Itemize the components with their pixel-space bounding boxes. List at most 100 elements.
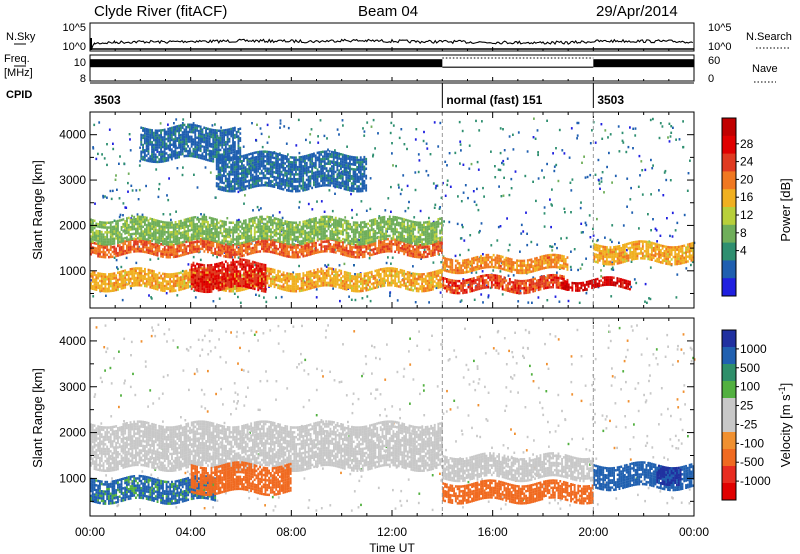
heat-cell [106, 235, 109, 239]
heat-cell [151, 276, 154, 280]
freq-tick-bottom: 8 [80, 73, 86, 85]
heat-cell [174, 284, 177, 288]
heat-cell [142, 282, 145, 285]
heat-cell [111, 272, 114, 276]
heat-cell [320, 225, 323, 228]
heat-cell [600, 275, 603, 278]
heat-cell [102, 251, 105, 254]
heat-cell [257, 250, 260, 253]
heat-cell [437, 269, 440, 273]
heat-cell [91, 275, 94, 278]
heat-cell [223, 255, 226, 258]
heat-cell [291, 240, 294, 244]
heat-cell [439, 278, 442, 282]
heat-cell [286, 250, 289, 253]
heat-cell [668, 122, 671, 125]
heat-cell [241, 274, 244, 277]
heat-cell [582, 231, 584, 234]
freq-band-2 [593, 59, 694, 68]
heat-cell [156, 238, 159, 242]
heat-cell [162, 255, 164, 258]
heat-cell [291, 277, 294, 281]
heat-cell [145, 243, 148, 247]
heat-cell [162, 253, 164, 256]
heat-cell [244, 233, 247, 237]
heat-cell [262, 237, 265, 240]
heat-cell [167, 273, 170, 276]
heat-cell [363, 240, 366, 243]
heat-cell [144, 237, 146, 241]
heat-cell [304, 229, 307, 233]
heat-cell [156, 273, 159, 277]
heat-cell [612, 268, 615, 271]
heat-cell [160, 281, 163, 285]
heat-cell [199, 289, 202, 293]
heat-cell [187, 276, 190, 279]
heat-cell [428, 276, 431, 280]
heat-cell [264, 218, 267, 221]
heat-cell [102, 226, 105, 229]
heat-cell [203, 237, 206, 240]
heat-cell [358, 243, 361, 246]
heat-cell [106, 163, 108, 167]
heat-cell [253, 219, 256, 222]
heat-cell [190, 228, 193, 232]
freq-traces [90, 57, 694, 68]
heat-cell [122, 277, 125, 280]
heat-cell [167, 280, 170, 283]
heat-cell [129, 246, 132, 249]
heat-cell [554, 243, 556, 246]
heat-cell [385, 279, 388, 282]
heat-cell [316, 235, 319, 239]
heat-cell [165, 221, 168, 224]
heat-cell [113, 237, 116, 240]
heat-cell [440, 261, 443, 264]
heat-cell [284, 245, 287, 248]
heat-cell [686, 189, 689, 192]
heat-cell [396, 218, 398, 222]
heat-cell [135, 222, 137, 226]
heat-cell [151, 247, 154, 251]
heat-cell [182, 166, 184, 169]
heat-cell [111, 228, 114, 231]
heat-cell [196, 286, 198, 290]
heat-cell [384, 209, 387, 212]
heat-cell [259, 222, 262, 226]
heat-cell [194, 228, 197, 231]
heat-cell [226, 248, 229, 251]
heat-cell [340, 277, 343, 280]
heat-cell [288, 287, 290, 290]
heat-cell [232, 226, 235, 229]
heat-cell [153, 253, 155, 256]
heat-cell [325, 272, 328, 275]
heat-cell [309, 228, 312, 231]
heat-cell [658, 136, 661, 140]
heat-cell [140, 220, 143, 223]
heat-cell [410, 288, 413, 292]
heat-cell [180, 231, 182, 235]
heat-cell [498, 185, 500, 188]
heat-cell [203, 230, 206, 233]
heat-cell [316, 221, 319, 224]
heat-cell [356, 256, 359, 259]
heat-cell [194, 267, 197, 270]
heat-cell [129, 149, 132, 152]
heat-cell [483, 195, 485, 198]
heat-cell [520, 223, 523, 227]
heat-cell [390, 230, 393, 233]
heat-cell [410, 241, 413, 245]
heat-cell [410, 286, 413, 289]
heat-cell [297, 255, 299, 259]
heat-cell [374, 220, 377, 223]
heat-cell [252, 217, 254, 220]
heat-cell [354, 235, 357, 239]
heat-cell [307, 278, 310, 281]
heat-cell [325, 215, 328, 218]
heat-cell [108, 243, 110, 246]
heat-cell [142, 235, 145, 238]
heat-cell [282, 271, 285, 274]
heat-cell [379, 233, 382, 236]
heat-cell [404, 209, 407, 213]
heat-cell [459, 253, 461, 257]
